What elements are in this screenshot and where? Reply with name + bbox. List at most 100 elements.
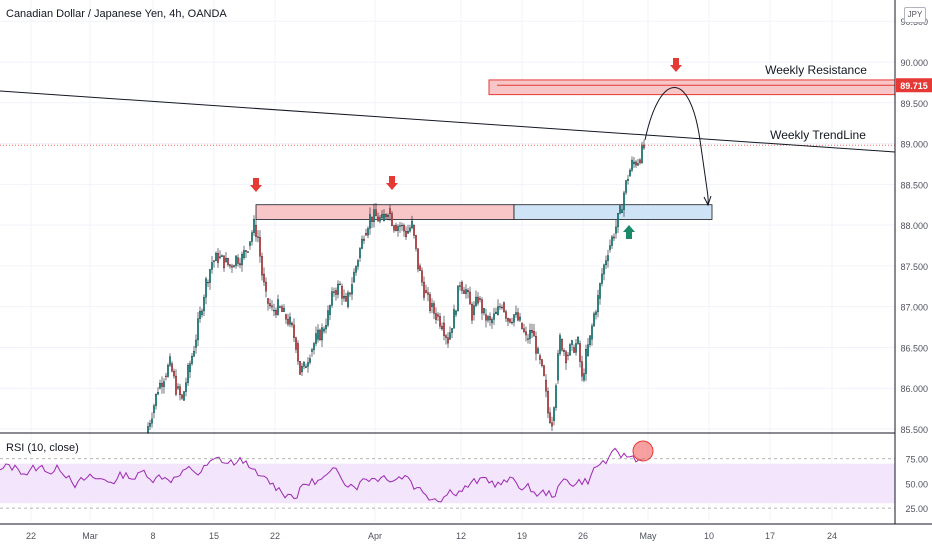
candle-body <box>299 361 301 375</box>
candle-body <box>635 161 637 166</box>
candle-body <box>429 294 431 311</box>
candle-body <box>547 391 549 414</box>
price-marker-badge <box>896 78 932 93</box>
candle-body <box>619 205 621 214</box>
candle-body <box>257 236 259 238</box>
candle-body <box>545 379 547 392</box>
candle-body <box>241 254 243 266</box>
candle-body <box>239 263 241 266</box>
candle-body <box>363 238 365 241</box>
time-tick-label: 26 <box>578 531 588 541</box>
candle-body <box>179 386 181 396</box>
candle-body <box>211 262 213 270</box>
candle-body <box>597 295 599 313</box>
candle-body <box>531 330 533 333</box>
candle-body <box>537 348 539 354</box>
candle-body <box>421 270 423 283</box>
candle-body <box>571 340 573 345</box>
candle-body <box>511 321 513 324</box>
candle-body <box>575 343 577 353</box>
candle-body <box>413 224 415 236</box>
candle-body <box>321 327 323 341</box>
candle-body <box>479 298 481 300</box>
candle-body <box>573 347 575 353</box>
currency-badge[interactable]: JPY <box>904 7 926 23</box>
candle-body <box>223 255 225 269</box>
candle-body <box>369 214 371 229</box>
candle-body <box>247 251 249 253</box>
candle-body <box>287 319 289 325</box>
candle-body <box>417 248 419 270</box>
candle-body <box>433 303 435 314</box>
candle-body <box>631 159 633 171</box>
candle-body <box>297 343 299 362</box>
time-tick-label: 15 <box>209 531 219 541</box>
candle-body <box>329 305 331 315</box>
candle-body <box>355 266 357 273</box>
candle-body <box>161 383 163 387</box>
candle-body <box>351 284 353 295</box>
price-tick-label: 87.000 <box>900 303 928 313</box>
overlays: Weekly Resistance Weekly TrendLine 89.715 <box>0 58 932 239</box>
time-tick-label: 19 <box>517 531 527 541</box>
candle-body <box>279 306 281 308</box>
candle-body <box>151 418 153 424</box>
candle-body <box>637 163 639 166</box>
candle-body <box>209 269 211 283</box>
candle-body <box>331 291 333 306</box>
price-tick-label: 88.500 <box>900 180 928 190</box>
candle-body <box>225 258 227 262</box>
weekly-resistance-label: Weekly Resistance <box>765 63 867 77</box>
candle-body <box>419 265 421 271</box>
candle-body <box>187 365 189 383</box>
candle-body <box>457 285 459 312</box>
candle-body <box>213 260 215 262</box>
candle-body <box>255 224 257 237</box>
time-tick-label: Mar <box>82 531 98 541</box>
candle-body <box>367 228 369 236</box>
candle-body <box>557 353 559 381</box>
candle-body <box>169 356 171 366</box>
candle-body <box>523 328 525 332</box>
candle-body <box>147 426 149 434</box>
candle-body <box>541 359 543 366</box>
candle-body <box>317 329 319 340</box>
candle-body <box>325 325 327 330</box>
candle-body <box>407 230 409 234</box>
candle-body <box>313 343 315 350</box>
candle-body <box>445 335 447 338</box>
rsi-highlight-circle <box>632 440 654 462</box>
candle-body <box>399 225 401 227</box>
candle-body <box>347 292 349 307</box>
rsi-tick-label: 50.00 <box>905 479 928 489</box>
candle-body <box>463 290 465 294</box>
candle-body <box>379 217 381 222</box>
candle-body <box>197 318 199 341</box>
candle-body <box>493 313 495 320</box>
candle-body <box>289 316 291 325</box>
candle-body <box>315 333 317 344</box>
weekly-trendline <box>0 90 896 153</box>
price-marker-label: 89.715 <box>900 81 928 91</box>
candle-body <box>383 214 385 222</box>
candle-body <box>485 314 487 321</box>
candle-body <box>507 318 509 322</box>
candle-body <box>469 291 471 305</box>
candle-body <box>621 209 623 214</box>
candle-body <box>473 305 475 315</box>
candle-body <box>521 322 523 329</box>
candle-body <box>221 255 223 257</box>
candle-body <box>595 311 597 315</box>
candle-body <box>603 264 605 275</box>
candle-body <box>229 264 231 267</box>
candle-body <box>183 391 185 401</box>
candle-body <box>381 214 383 218</box>
candle-body <box>237 257 239 264</box>
candle-body <box>273 310 275 312</box>
candle-body <box>245 250 247 252</box>
candle-body <box>305 366 307 368</box>
candle-body <box>371 216 373 222</box>
candle-body <box>389 208 391 214</box>
candle-body <box>319 329 321 341</box>
